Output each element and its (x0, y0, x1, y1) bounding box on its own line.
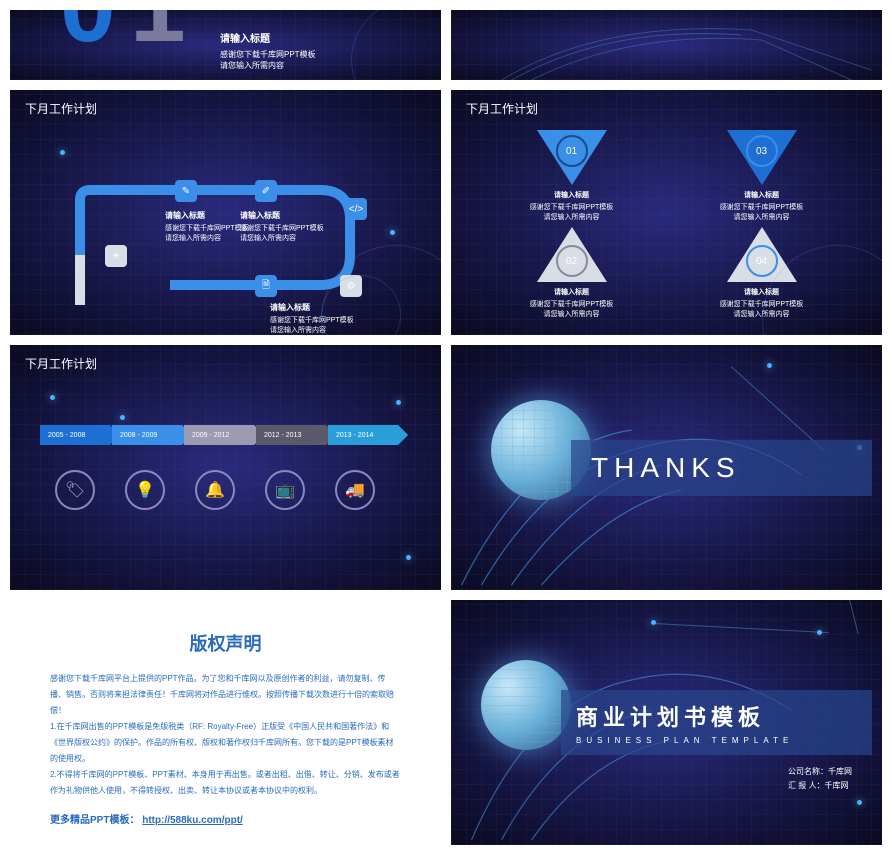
flow-node-icon: 🗎 (255, 275, 277, 297)
more-label: 更多精品PPT模板： (50, 815, 139, 826)
slide-6-thanks: THANKS (451, 345, 882, 590)
title-meta: 公司名称：千库网 汇 报 人：千库网 (788, 765, 852, 794)
deco-dot (396, 400, 401, 405)
meta-company-label: 公司名称： (788, 767, 828, 776)
deco-dot (60, 150, 65, 155)
slide-4-triangles: 下月工作计划 01请输入标题感谢您下载千库网PPT模板请您输入所需内容03请输入… (451, 90, 882, 335)
slide-8-title: 商业计划书模板 BUSINESS PLAN TEMPLATE 公司名称：千库网 … (451, 600, 882, 845)
slide-grid: 0 1 请输入标题 感谢您下载千库网PPT模板 请您输入所需内容 下月工作计划 (0, 0, 892, 855)
timeline-icon-circle: 🚚 (335, 470, 375, 510)
main-title: 商业计划书模板 (576, 700, 857, 732)
copyright-title: 版权声明 (50, 630, 401, 656)
triangle-number: 03 (746, 135, 778, 167)
triangle-number: 02 (556, 245, 588, 277)
slide-7-copyright: 版权声明 感谢您下载千库网平台上提供的PPT作品。为了您和千库网以及原创作者的利… (10, 600, 441, 845)
section-text: 请输入标题 感谢您下载千库网PPT模板 请您输入所需内容 (220, 30, 316, 71)
deco-dot (120, 415, 125, 420)
triangle-number: 01 (556, 135, 588, 167)
hand-graphic (451, 10, 882, 80)
more-link[interactable]: http://588ku.com/ppt/ (142, 815, 243, 826)
copyright-li1: 1.在千库网出售的PPT模板是免版税类（RF: Royalty-Free）正版受… (50, 719, 401, 767)
timeline-icon-circle: 🔔 (195, 470, 235, 510)
triangle-item: 02 请输入标题感谢您下载千库网PPT模板请您输入所需内容 (527, 227, 617, 319)
meta-presenter-value: 千库网 (824, 781, 848, 790)
deco-dot (767, 363, 772, 368)
timeline-arrow: 2008 - 2009 (112, 425, 182, 445)
triangle-text: 请输入标题感谢您下载千库网PPT模板请您输入所需内容 (527, 287, 617, 319)
meta-presenter-label: 汇 报 人： (788, 781, 824, 790)
desc-line-2: 请您输入所需内容 (220, 60, 316, 71)
copyright-body: 感谢您下载千库网平台上提供的PPT作品。为了您和千库网以及原创作者的利益，请勿复… (50, 671, 401, 831)
triangle-item: 01 请输入标题感谢您下载千库网PPT模板请您输入所需内容 (527, 130, 617, 222)
deco-circle (351, 10, 441, 80)
copyright-more: 更多精品PPT模板： http://588ku.com/ppt/ (50, 811, 401, 831)
desc-line-1: 感谢您下载千库网PPT模板 (220, 49, 316, 60)
triangle-text: 请输入标题感谢您下载千库网PPT模板请您输入所需内容 (717, 190, 807, 222)
subtitle: BUSINESS PLAN TEMPLATE (576, 736, 857, 745)
timeline-icon-circle: 💡 (125, 470, 165, 510)
deco-dot (390, 230, 395, 235)
globe-icon (481, 660, 571, 750)
flow-text-block: 请输入标题感谢您下载千库网PPT模板请您输入所需内容 (240, 210, 324, 243)
section-number-1: 0 (60, 10, 116, 65)
thanks-text: THANKS (571, 440, 872, 496)
timeline-arrow: 2013 - 2014 (328, 425, 398, 445)
title-text: 请输入标题 (220, 30, 316, 45)
timeline-arrows: 2005 - 2008.tl-arrow:nth-child(1)::after… (40, 425, 411, 445)
triangle-shape: 02 (537, 227, 607, 282)
timeline-arrow: 2012 - 2013 (256, 425, 326, 445)
flow-node-icon: ✎ (175, 180, 197, 202)
deco-dot (857, 800, 862, 805)
slide-2-partial (451, 10, 882, 80)
timeline-circles: 🏷 💡 🔔 📺 🚚 (55, 470, 411, 510)
timeline: 2005 - 2008.tl-arrow:nth-child(1)::after… (40, 425, 411, 510)
copyright-content: 版权声明 感谢您下载千库网平台上提供的PPT作品。为了您和千库网以及原创作者的利… (10, 600, 441, 845)
timeline-arrow: 2009 - 2012 (184, 425, 254, 445)
slide-3-flowchart: 下月工作计划 ✎✐</>☀🗎⚙ 请输入标题感谢您下载千库网PPT模板请您输入所需… (10, 90, 441, 335)
triangle-text: 请输入标题感谢您下载千库网PPT模板请您输入所需内容 (527, 190, 617, 222)
timeline-icon-circle: 🏷 (55, 470, 95, 510)
flow-node-icon: </> (345, 198, 367, 220)
timeline-arrow: 2005 - 2008 (40, 425, 110, 445)
deco-dot (406, 555, 411, 560)
meta-company-value: 千库网 (828, 767, 852, 776)
flow-text-block: 请输入标题感谢您下载千库网PPT模板请您输入所需内容 (165, 210, 249, 243)
section-number-2: 1 (130, 10, 186, 65)
triangle-number: 04 (746, 245, 778, 277)
flow-node-icon: ☀ (105, 245, 127, 267)
slide-1-partial: 0 1 请输入标题 感谢您下载千库网PPT模板 请您输入所需内容 (10, 10, 441, 80)
copyright-p1: 感谢您下载千库网平台上提供的PPT作品。为了您和千库网以及原创作者的利益，请勿复… (50, 671, 401, 719)
slide-5-timeline: 下月工作计划 2005 - 2008.tl-arrow:nth-child(1)… (10, 345, 441, 590)
timeline-icon-circle: 📺 (265, 470, 305, 510)
triangle-item: 03 请输入标题感谢您下载千库网PPT模板请您输入所需内容 (717, 130, 807, 222)
deco-dot (50, 395, 55, 400)
title-band: 商业计划书模板 BUSINESS PLAN TEMPLATE (561, 690, 872, 755)
flow-node-icon: ✐ (255, 180, 277, 202)
triangle-shape: 03 (727, 130, 797, 185)
copyright-li2: 2.不得将千库网的PPT模板、PPT素材、本身用于再出售。或者出租、出借、转让、… (50, 767, 401, 799)
triangle-shape: 01 (537, 130, 607, 185)
